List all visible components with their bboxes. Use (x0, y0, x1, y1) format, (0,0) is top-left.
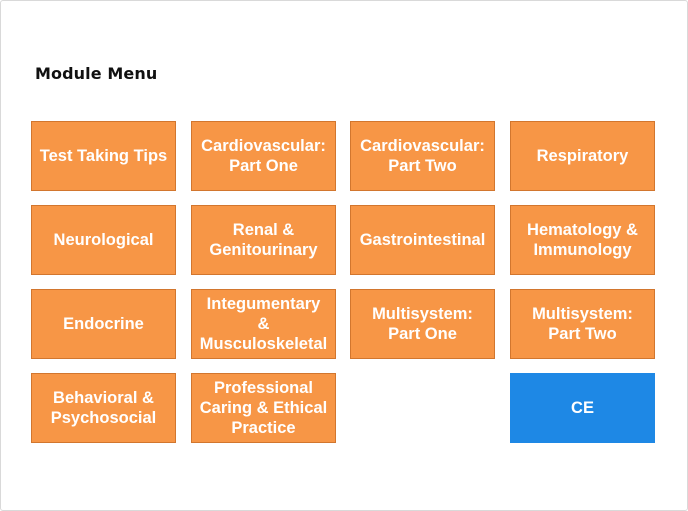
module-tile-hematology-immunology[interactable]: Hematology & Immunology (510, 205, 655, 275)
module-tile-label: Multisystem: Part Two (532, 305, 633, 343)
module-tile-label: Renal & Genitourinary (209, 221, 318, 259)
module-tile-test-taking-tips[interactable]: Test Taking Tips (31, 121, 176, 191)
module-tile-label: Endocrine (63, 315, 144, 333)
module-tile-label: Test Taking Tips (39, 147, 168, 165)
module-tile-label: Hematology & Immunology (527, 221, 638, 259)
module-tile-label: Behavioral & Psychosocial (50, 389, 157, 427)
module-tile-cardiovascular-part-two[interactable]: Cardiovascular: Part Two (350, 121, 495, 191)
module-tile-multisystem-part-one[interactable]: Multisystem: Part One (350, 289, 495, 359)
module-tile-label: Cardiovascular: Part Two (360, 137, 485, 175)
module-tile-label: Neurological (53, 231, 154, 249)
module-tile-label: Cardiovascular: Part One (201, 137, 326, 175)
module-tile-label: Professional Caring & Ethical Practice (199, 379, 328, 437)
module-tile-professional-caring-ethical-practice[interactable]: Professional Caring & Ethical Practice (191, 373, 336, 443)
module-tile-label: Gastrointestinal (359, 231, 486, 249)
module-tile-respiratory[interactable]: Respiratory (510, 121, 655, 191)
page-title: Module Menu (35, 64, 158, 83)
module-tile-gastrointestinal[interactable]: Gastrointestinal (350, 205, 495, 275)
module-tile-renal-genitourinary[interactable]: Renal & Genitourinary (191, 205, 336, 275)
module-tile-label: Multisystem: Part One (372, 305, 473, 343)
module-tile-label: Integumentary & Musculoskeletal (199, 295, 328, 353)
module-tile-multisystem-part-two[interactable]: Multisystem: Part Two (510, 289, 655, 359)
module-tile-behavioral-psychosocial[interactable]: Behavioral & Psychosocial (31, 373, 176, 443)
module-tile-cardiovascular-part-one[interactable]: Cardiovascular: Part One (191, 121, 336, 191)
module-tile-label: Respiratory (536, 147, 629, 165)
module-tile-endocrine[interactable]: Endocrine (31, 289, 176, 359)
module-tile-ce[interactable]: CE (510, 373, 655, 443)
module-tile-label: CE (571, 399, 594, 417)
module-tile-integumentary-musculoskeletal[interactable]: Integumentary & Musculoskeletal (191, 289, 336, 359)
module-tile-neurological[interactable]: Neurological (31, 205, 176, 275)
